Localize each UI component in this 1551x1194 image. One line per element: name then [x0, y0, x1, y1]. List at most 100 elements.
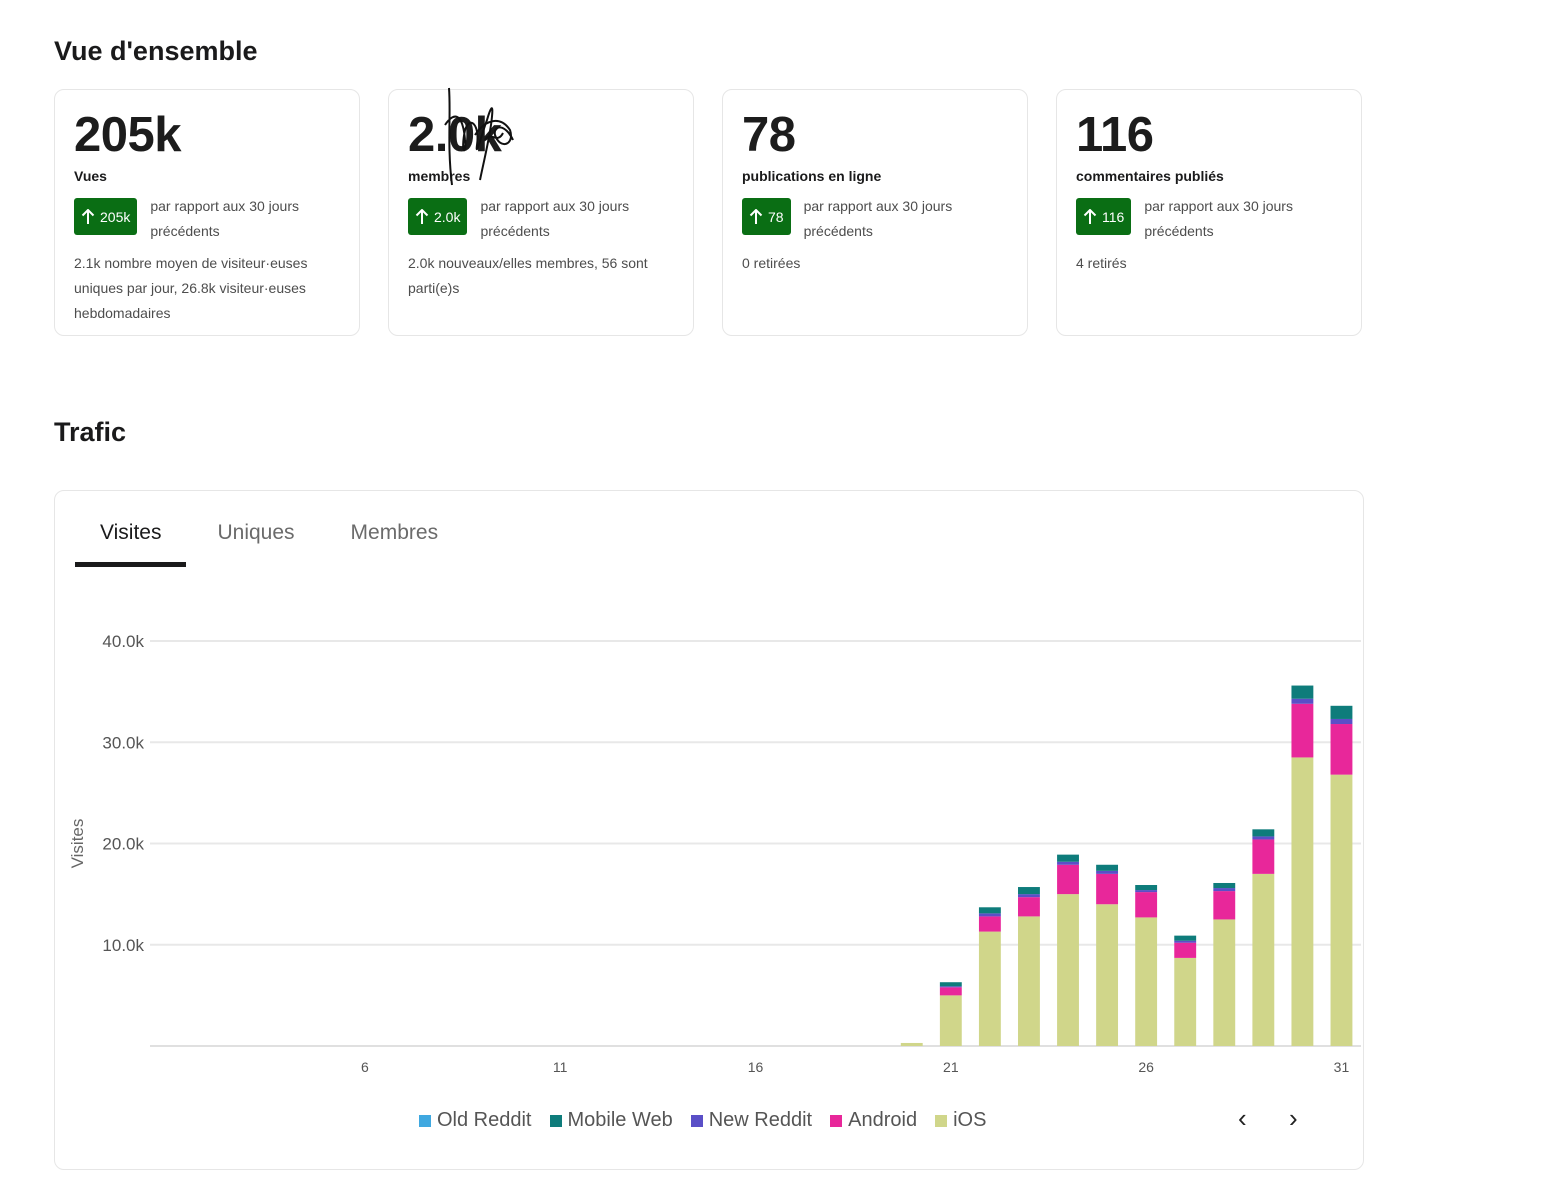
stat-label: publications en ligne — [742, 168, 882, 184]
delta-note: par rapport aux 30 jours précédents — [150, 198, 299, 239]
bar-segment-ios — [1252, 873, 1275, 1046]
bar-segment-ios — [1096, 904, 1119, 1046]
bar-segment-mobile-web — [1330, 705, 1353, 719]
x-tick-label: 16 — [748, 1059, 764, 1075]
tab-members[interactable]: Membres — [350, 521, 439, 544]
tab-visits[interactable]: Visites — [75, 521, 187, 567]
bar-segment-new-reddit — [1018, 894, 1040, 898]
stat-label: membres — [408, 168, 471, 184]
arrow-up-icon — [81, 208, 95, 224]
y-tick-label: 30.0k — [102, 733, 144, 752]
legend-label: Old Reddit — [437, 1109, 532, 1131]
delta-note: par rapport aux 30 jours précédents — [803, 198, 953, 239]
legend-item[interactable]: Android — [830, 1109, 917, 1132]
traffic-title: Trafic — [54, 417, 127, 447]
arrow-up-icon — [415, 208, 429, 224]
stat-label: Vues — [74, 168, 107, 184]
bar-segment-new-reddit — [1096, 870, 1119, 874]
legend-swatch — [549, 1114, 562, 1127]
stat-card-comments: 116 commentaires publiés 116 par rapport… — [1056, 89, 1362, 336]
legend-swatch — [690, 1114, 703, 1127]
delta-badge: 2.0k — [408, 198, 468, 235]
delta-row: 78 par rapport aux 30 jours précédents — [742, 198, 1009, 244]
delta-row: 116 par rapport aux 30 jours précédents — [1076, 198, 1343, 244]
delta-value: 205k — [100, 208, 131, 225]
bar-segment-new-reddit — [1252, 836, 1275, 840]
x-tick-label: 6 — [361, 1059, 369, 1075]
bar-segment-ios — [939, 995, 962, 1046]
tab-uniques[interactable]: Uniques — [217, 521, 295, 544]
x-tick-label: 21 — [943, 1059, 959, 1075]
x-tick-label: 11 — [553, 1059, 568, 1075]
y-tick-label: 20.0k — [102, 835, 144, 854]
bar-segment-android — [939, 987, 962, 996]
bar-segment-mobile-web — [1057, 854, 1079, 862]
bar-segment-mobile-web — [978, 907, 1001, 914]
bar-segment-mobile-web — [939, 982, 962, 987]
bar-segment-android — [978, 916, 1001, 932]
bar-segment-mobile-web — [1174, 935, 1197, 941]
bar-segment-new-reddit — [1330, 718, 1353, 725]
traffic-card: Visites Uniques Membres 10.0k 20.0k 30.0k 4… — [54, 490, 1364, 1170]
delta-badge: 78 — [742, 198, 791, 235]
prev-page-button[interactable]: ‹ — [1238, 1103, 1247, 1133]
bar-segment-new-reddit — [1213, 888, 1236, 892]
bar-segment-mobile-web — [1135, 885, 1158, 891]
stat-value: 116 — [1076, 108, 1154, 162]
stat-card-members: 2.0k membres 2.0k par rapport aux 30 jou… — [388, 89, 694, 336]
bar-segment-new-reddit — [939, 986, 962, 988]
stat-value: 2.0k — [408, 108, 502, 162]
bar-segment-ios — [1174, 957, 1197, 1046]
delta-note: par rapport aux 30 jours précédents — [1144, 198, 1293, 239]
bar-segment-android — [1135, 892, 1158, 918]
bar-segment-ios — [1291, 757, 1314, 1046]
stat-footnote: 0 retirées — [742, 255, 801, 271]
x-tick-label: 31 — [1334, 1059, 1350, 1075]
bar-segment-new-reddit — [1291, 698, 1314, 704]
legend-item[interactable]: New Reddit — [690, 1109, 813, 1132]
bar-segment-new-reddit — [1135, 890, 1158, 893]
legend-swatch — [935, 1114, 948, 1127]
legend-swatch — [830, 1114, 843, 1127]
stat-value: 78 — [742, 108, 796, 162]
x-tick-label: 26 — [1138, 1059, 1154, 1075]
legend-label: New Reddit — [708, 1109, 813, 1131]
bar-segment-ios — [1057, 894, 1079, 1046]
bar-segment-ios — [900, 1042, 923, 1046]
y-tick-label: 40.0k — [102, 632, 144, 651]
bar-segment-mobile-web — [1096, 864, 1119, 871]
bar-segment-ios — [1330, 774, 1353, 1046]
bar-segment-mobile-web — [1213, 882, 1236, 889]
next-page-button[interactable]: › — [1289, 1103, 1298, 1133]
bar-segment-android — [1018, 897, 1040, 917]
legend-item[interactable]: Mobile Web — [549, 1109, 673, 1132]
y-tick-label: 10.0k — [102, 936, 144, 955]
bar-segment-mobile-web — [1291, 685, 1314, 699]
delta-value: 116 — [1102, 208, 1125, 225]
legend-label: Android — [848, 1109, 918, 1131]
delta-badge: 205k — [74, 198, 138, 235]
delta-row: 205k par rapport aux 30 jours précédents — [74, 198, 341, 244]
delta-value: 2.0k — [434, 208, 461, 225]
bar-segment-ios — [1018, 916, 1040, 1046]
stat-footnote: 2.1k nombre moyen de visiteur·euses uniq… — [74, 255, 308, 321]
delta-note: par rapport aux 30 jours précédents — [480, 198, 630, 239]
bar-segment-android — [1330, 724, 1353, 775]
delta-row: 2.0k par rapport aux 30 jours précédents — [408, 198, 675, 244]
stat-label: commentaires publiés — [1076, 168, 1224, 184]
bar-segment-new-reddit — [1174, 940, 1197, 943]
stat-footnote: 4 retirés — [1076, 255, 1127, 271]
bar-segment-ios — [978, 931, 1001, 1046]
arrow-up-icon — [749, 208, 763, 224]
chart-legend: Old Reddit Mobile Web New Reddit Android iOS — [419, 1109, 986, 1132]
delta-badge: 116 — [1076, 198, 1132, 235]
stat-card-views: 205k Vues 205k par rapport aux 30 jours … — [54, 89, 360, 336]
stat-card-posts: 78 publications en ligne 78 par rapport … — [722, 89, 1028, 336]
stat-value: 205k — [74, 108, 182, 162]
traffic-tabs: Visites Uniques Membres — [75, 521, 469, 567]
legend-item[interactable]: Old Reddit — [419, 1109, 532, 1132]
legend-label: iOS — [953, 1109, 987, 1131]
bar-segment-ios — [1135, 917, 1158, 1046]
bar-segment-android — [1252, 839, 1275, 874]
legend-item[interactable]: iOS — [935, 1109, 986, 1132]
